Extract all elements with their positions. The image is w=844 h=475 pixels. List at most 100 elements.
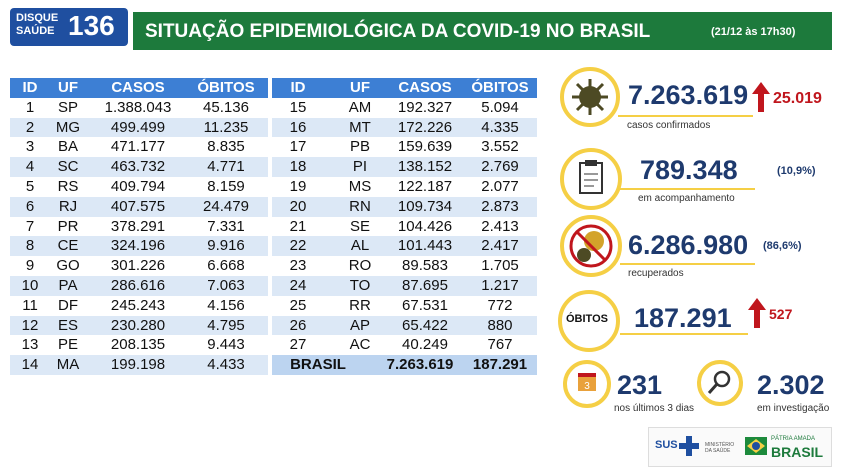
table-row [272,196,537,217]
table-cell: 4.771 [207,158,245,176]
table-cell: PB [349,138,371,156]
table-cell: ES [57,316,79,334]
table-cell: 104.426 [397,217,453,235]
table-cell: 4.156 [207,296,245,314]
table-cell: RO [348,257,372,275]
table-cell: 230.280 [110,316,166,334]
arrow-up [752,82,770,112]
table-row [10,315,268,336]
table-cell: AM [348,98,372,116]
table-cell: 5.094 [481,98,519,116]
table-row [10,256,268,276]
column-header: ID [290,79,306,96]
table-row [272,157,537,177]
table-cell: 880 [487,316,513,334]
table-cell: 6.668 [207,257,245,275]
table-cell: 7.331 [207,217,245,235]
table-cell: 19 [289,178,307,195]
table-cell: 25 [289,296,307,314]
table-cell: 87.695 [402,277,448,294]
table-cell: SC [57,158,79,176]
table-row [10,335,268,356]
table-cell: PA [58,277,78,294]
table-cell: 138.152 [397,158,453,176]
magnifier [707,370,731,394]
table-cell: 1 [25,98,35,116]
title: SITUAÇÃO EPIDEMIOLÓGICA DA COVID-19 NO B… [145,21,651,42]
virus [572,79,608,115]
logo-bottom: SAÚDE [16,25,55,37]
motto: PÁTRIA AMADA [771,436,816,442]
table-cell: 4 [25,158,35,176]
icon-recovered [560,215,622,277]
deaths-value: 187.291 [634,303,732,333]
total-cell: BRASIL [290,356,346,374]
title-bar: SITUAÇÃO EPIDEMIOLÓGICA DA COVID-19 NO B… [133,12,832,50]
deaths-increase: 527 [769,306,793,322]
underline [620,188,755,190]
table-cell: 24 [289,277,307,294]
recent-value: 231 [617,370,663,400]
table-cell: 9.443 [207,336,245,354]
table-cell: 767 [487,336,513,354]
table-row [272,236,537,257]
table-cell: MG [55,118,81,136]
confirmed-label: casos confirmados [627,120,711,131]
icon-calendar: 3 [563,360,611,408]
investigation-label: em investigação [757,403,830,414]
table-cell: PI [352,158,368,176]
table-cell: 2.873 [481,197,519,215]
table-cell: SE [349,217,371,235]
table-cell: 3.552 [481,138,519,156]
table-cell: 45.136 [203,98,249,116]
column-header: ÓBITOS [471,79,529,96]
table-cell: 9 [25,257,35,275]
recovered-label: recuperados [628,268,684,279]
table-header [272,78,537,98]
column-header: ÓBITOS [197,79,255,96]
table-cell: 17 [289,138,307,156]
table-cell: SP [57,98,79,116]
confirmed-value: 7.263.619 [628,80,749,110]
table-cell: TO [349,277,371,294]
sus: SUS [655,439,678,451]
table-cell: 67.531 [402,296,448,314]
table-cell: 463.732 [110,158,166,176]
table-cell: 12 [21,316,39,334]
underline [620,263,755,265]
table-cell: MT [349,118,371,136]
table-cell: 499.499 [110,118,166,136]
table-cell: 4.433 [207,356,245,374]
date: (21/12 às 17h30) [711,26,796,38]
table-row [10,177,268,197]
table-cell: PE [57,336,79,354]
table-row [10,236,268,257]
table-cell: 192.327 [397,98,453,116]
table-cell: 18 [289,158,307,176]
table-cell: 16 [289,118,307,136]
table-cell: AL [350,237,370,255]
table-row [10,117,268,138]
table-cell: 8.835 [207,138,245,156]
table-cell: 409.794 [110,178,166,195]
underline [618,115,753,117]
investigation-value: 2.302 [757,370,825,400]
table-cell: RN [349,197,371,215]
table-cell: 22 [289,237,307,255]
column-header: UF [350,79,370,96]
table-cell: 40.249 [402,336,448,354]
table-cell: 23 [289,257,307,275]
table-cell: RS [57,178,79,195]
table-cell: 245.243 [110,296,166,314]
table-row [272,276,537,296]
table-cell: 2.413 [481,217,519,235]
table-cell: 1.217 [481,277,519,294]
table-cell: AC [349,336,371,354]
table-cell: 471.177 [110,138,166,156]
table-cell: 122.187 [397,178,453,195]
table-row [10,137,268,158]
total-cell: 187.291 [472,356,528,374]
table-cell: 15 [289,98,307,116]
table-cell: 286.616 [110,277,166,294]
total-cell: 7.263.619 [386,356,454,374]
